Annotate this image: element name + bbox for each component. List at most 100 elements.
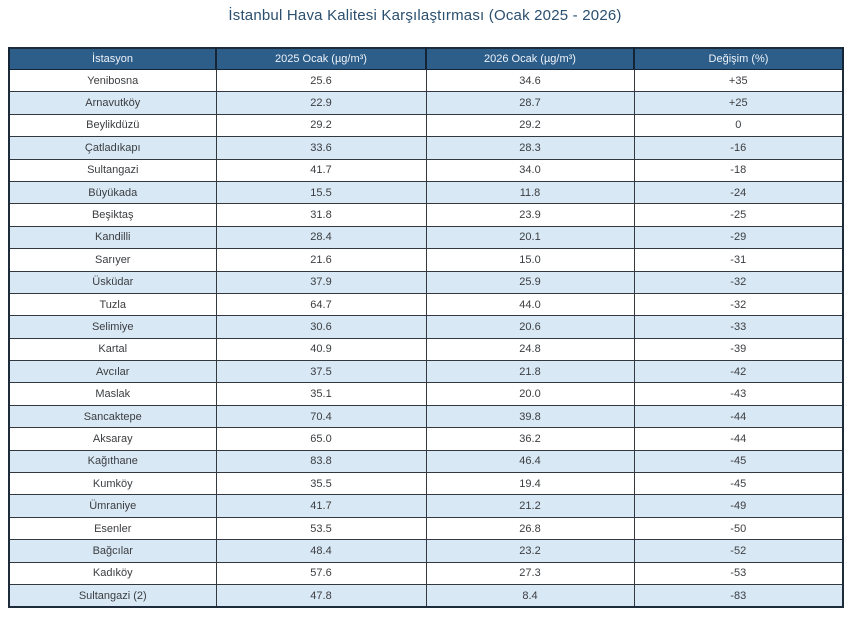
value-2025-cell: 35.1 <box>215 382 427 406</box>
table-row: Bağcılar 48.4 23.2 -52 <box>8 539 844 563</box>
value-2026-cell: 20.1 <box>425 225 635 250</box>
station-cell: Kandilli <box>8 225 217 250</box>
value-2025-cell: 33.6 <box>215 136 427 160</box>
table-row: Ümraniye 41.7 21.2 -49 <box>8 494 844 518</box>
value-2026-cell: 34.0 <box>425 158 635 182</box>
value-2025-cell: 53.5 <box>215 516 427 541</box>
value-2025-cell: 57.6 <box>215 561 427 585</box>
page-title: İstanbul Hava Kalitesi Karşılaştırması (… <box>228 7 622 24</box>
change-cell: -45 <box>633 449 844 474</box>
change-cell: -83 <box>633 583 844 608</box>
value-2026-cell: 28.7 <box>425 91 635 115</box>
change-cell: 0 <box>633 113 844 138</box>
value-2025-cell: 37.9 <box>215 270 427 294</box>
value-2026-cell: 21.2 <box>425 494 635 518</box>
table-row: Sultangazi 41.7 34.0 -18 <box>8 158 844 182</box>
station-cell: Beşiktaş <box>8 203 217 227</box>
station-cell: Ümraniye <box>8 494 217 518</box>
change-cell: -32 <box>633 292 844 317</box>
station-cell: Üsküdar <box>8 270 217 294</box>
station-cell: Çatladıkapı <box>8 136 217 160</box>
value-2025-cell: 41.7 <box>215 158 427 182</box>
station-cell: Sarıyer <box>8 248 217 272</box>
change-cell: -44 <box>633 404 844 429</box>
table-row: Kartal 40.9 24.8 -39 <box>8 337 844 362</box>
table-row: Aksaray 65.0 36.2 -44 <box>8 427 844 451</box>
change-cell: -24 <box>633 180 844 205</box>
value-2026-cell: 23.2 <box>425 539 635 563</box>
value-2026-cell: 39.8 <box>425 404 635 429</box>
table-body: Yenibosna 25.6 34.6 +35 Arnavutköy 22.9 28.7 +2… <box>8 68 844 608</box>
value-2026-cell: 21.8 <box>425 360 635 384</box>
change-cell: -50 <box>633 516 844 541</box>
value-2025-cell: 28.4 <box>215 225 427 250</box>
table-row: Kandilli 28.4 20.1 -29 <box>8 225 844 250</box>
station-cell: Arnavutköy <box>8 91 217 115</box>
value-2025-cell: 70.4 <box>215 404 427 429</box>
value-2025-cell: 40.9 <box>215 337 427 362</box>
value-2025-cell: 31.8 <box>215 203 427 227</box>
table-row: Büyükada 15.5 11.8 -24 <box>8 180 844 205</box>
value-2025-cell: 35.5 <box>215 472 427 496</box>
station-cell: Esenler <box>8 516 217 541</box>
station-cell: Büyükada <box>8 180 217 205</box>
station-cell: Avcılar <box>8 360 217 384</box>
table-row: Çatladıkapı 33.6 28.3 -16 <box>8 136 844 160</box>
station-cell: Maslak <box>8 382 217 406</box>
value-2026-cell: 46.4 <box>425 449 635 474</box>
table-row: Selimiye 30.6 20.6 -33 <box>8 315 844 339</box>
column-header-station: İstasyon <box>8 48 217 70</box>
station-cell: Sancaktepe <box>8 404 217 429</box>
table-row: Üsküdar 37.9 25.9 -32 <box>8 270 844 294</box>
value-2026-cell: 34.6 <box>425 68 635 93</box>
column-header-change: Değişim (%) <box>633 48 844 70</box>
value-2025-cell: 37.5 <box>215 360 427 384</box>
value-2025-cell: 30.6 <box>215 315 427 339</box>
value-2026-cell: 11.8 <box>425 180 635 205</box>
station-cell: Kartal <box>8 337 217 362</box>
column-header-2026: 2026 Ocak (µg/m³) <box>425 48 635 70</box>
change-cell: -44 <box>633 427 844 451</box>
change-cell: -45 <box>633 472 844 496</box>
table-row: Yenibosna 25.6 34.6 +35 <box>8 68 844 93</box>
change-cell: -39 <box>633 337 844 362</box>
value-2026-cell: 19.4 <box>425 472 635 496</box>
table-row: Beşiktaş 31.8 23.9 -25 <box>8 203 844 227</box>
value-2026-cell: 15.0 <box>425 248 635 272</box>
change-cell: -32 <box>633 270 844 294</box>
change-cell: -31 <box>633 248 844 272</box>
table-row: Beylikdüzü 29.2 29.2 0 <box>8 113 844 138</box>
value-2026-cell: 25.9 <box>425 270 635 294</box>
air-quality-table: İstasyon 2025 Ocak (µg/m³) 2026 Ocak (µg… <box>8 47 844 609</box>
change-cell: +25 <box>633 91 844 115</box>
station-cell: Sultangazi <box>8 158 217 182</box>
table-row: Tuzla 64.7 44.0 -32 <box>8 292 844 317</box>
value-2026-cell: 26.8 <box>425 516 635 541</box>
value-2026-cell: 28.3 <box>425 136 635 160</box>
value-2025-cell: 83.8 <box>215 449 427 474</box>
value-2025-cell: 22.9 <box>215 91 427 115</box>
station-cell: Kağıthane <box>8 449 217 474</box>
value-2025-cell: 47.8 <box>215 583 427 608</box>
value-2025-cell: 65.0 <box>215 427 427 451</box>
change-cell: -52 <box>633 539 844 563</box>
value-2026-cell: 44.0 <box>425 292 635 317</box>
table-row: Sultangazi (2) 47.8 8.4 -83 <box>8 583 844 608</box>
change-cell: -25 <box>633 203 844 227</box>
value-2026-cell: 20.6 <box>425 315 635 339</box>
value-2026-cell: 23.9 <box>425 203 635 227</box>
station-cell: Yenibosna <box>8 68 217 93</box>
table-row: Kağıthane 83.8 46.4 -45 <box>8 449 844 474</box>
change-cell: -49 <box>633 494 844 518</box>
table-header: İstasyon 2025 Ocak (µg/m³) 2026 Ocak (µg… <box>8 48 844 70</box>
value-2026-cell: 20.0 <box>425 382 635 406</box>
station-cell: Tuzla <box>8 292 217 317</box>
table-row: Kadıköy 57.6 27.3 -53 <box>8 561 844 585</box>
change-cell: -53 <box>633 561 844 585</box>
value-2025-cell: 41.7 <box>215 494 427 518</box>
value-2025-cell: 15.5 <box>215 180 427 205</box>
station-cell: Selimiye <box>8 315 217 339</box>
value-2026-cell: 27.3 <box>425 561 635 585</box>
station-cell: Kadıköy <box>8 561 217 585</box>
